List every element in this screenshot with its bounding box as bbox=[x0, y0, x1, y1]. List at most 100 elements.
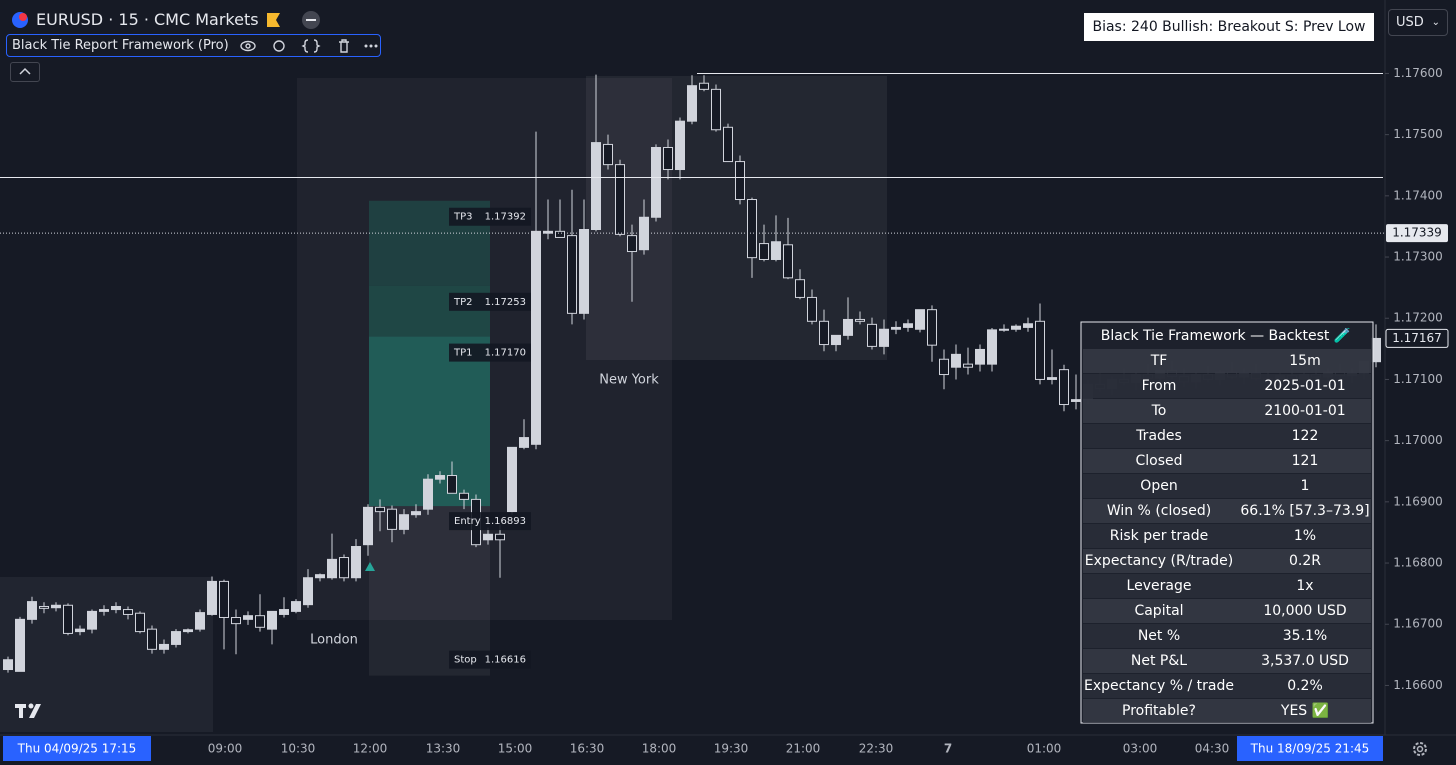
row-label: Trades bbox=[1135, 428, 1182, 444]
more-icon[interactable] bbox=[364, 44, 378, 48]
level-name: TP2 bbox=[453, 297, 473, 308]
candle-body bbox=[939, 358, 949, 376]
candle-body bbox=[927, 309, 937, 346]
y-tick-label: 1.17200 bbox=[1393, 311, 1443, 325]
candle-body bbox=[735, 161, 745, 201]
row-value: 0.2R bbox=[1289, 553, 1321, 569]
candle-body bbox=[255, 615, 265, 628]
candle-body bbox=[15, 618, 25, 672]
eye-icon[interactable] bbox=[240, 40, 256, 52]
candle-body bbox=[207, 580, 217, 615]
x-tick-label: 16:30 bbox=[570, 742, 605, 756]
level-name: Entry bbox=[454, 516, 481, 527]
candle-body bbox=[27, 601, 37, 620]
candle-body bbox=[915, 309, 925, 330]
level-price: 1.17392 bbox=[485, 212, 526, 223]
symbol-title: EURUSD · 15 · CMC Markets bbox=[36, 10, 259, 29]
range-start-box bbox=[3, 736, 151, 761]
level-price: 1.17170 bbox=[485, 348, 526, 359]
candle-body bbox=[51, 604, 61, 609]
y-tick-label: 1.17300 bbox=[1393, 250, 1443, 264]
candle-body bbox=[291, 601, 301, 612]
table-row bbox=[1083, 699, 1371, 723]
code-icon[interactable] bbox=[301, 39, 321, 53]
candle-body bbox=[483, 533, 493, 541]
row-label: From bbox=[1142, 378, 1177, 394]
candle-body bbox=[579, 229, 589, 314]
gear-icon[interactable] bbox=[273, 40, 285, 52]
table-row bbox=[1083, 599, 1371, 623]
candle-body bbox=[855, 318, 865, 322]
candle-body bbox=[903, 323, 913, 328]
minus-icon bbox=[306, 19, 316, 21]
candle-body bbox=[567, 235, 577, 314]
candle-body bbox=[1047, 377, 1057, 380]
candle-body bbox=[831, 334, 841, 346]
y-tick-label: 1.17500 bbox=[1393, 127, 1443, 141]
row-label: Leverage bbox=[1127, 578, 1192, 594]
table-row bbox=[1083, 424, 1371, 448]
candle-body bbox=[399, 514, 409, 530]
candle-body bbox=[267, 610, 277, 630]
settings-button[interactable] bbox=[1413, 742, 1427, 756]
table-row bbox=[1083, 624, 1371, 648]
candle-body bbox=[99, 609, 109, 612]
candle-body bbox=[351, 546, 361, 579]
candle-body bbox=[555, 230, 565, 238]
currency-select[interactable]: USD ⌄ bbox=[1388, 9, 1448, 36]
session-label: New York bbox=[599, 373, 659, 388]
flag-icon[interactable] bbox=[267, 13, 280, 27]
y-tick-label: 1.16900 bbox=[1393, 494, 1443, 508]
row-value: 66.1% [57.3–73.9] bbox=[1240, 503, 1369, 519]
bias-box: Bias: 240 Bullish: Breakout S: Prev Low bbox=[1084, 13, 1374, 41]
y-tick-label: 1.17000 bbox=[1393, 433, 1443, 447]
candle-body bbox=[603, 143, 613, 166]
table-row bbox=[1083, 349, 1371, 373]
backtest-table: Black Tie Framework — Backtest 🧪 TF 15m Fro… bbox=[1080, 321, 1374, 724]
candle-body bbox=[1023, 323, 1033, 328]
candle-body bbox=[771, 241, 781, 260]
chevron bbox=[19, 67, 31, 75]
dropdown-caret: ⌄ bbox=[1431, 17, 1440, 28]
x-tick-label: 22:30 bbox=[859, 742, 894, 756]
candle-body bbox=[639, 216, 649, 251]
table-row bbox=[1083, 574, 1371, 598]
current-price-label: 1.17339 bbox=[1392, 226, 1442, 240]
candle-body bbox=[411, 511, 421, 516]
candle-body bbox=[807, 296, 817, 322]
candle-body bbox=[183, 629, 193, 633]
y-tick-label: 1.17600 bbox=[1393, 66, 1443, 80]
candle-body bbox=[759, 243, 769, 260]
candle-body bbox=[747, 199, 757, 259]
indicator-legend[interactable]: Black Tie Report Framework (Pro) bbox=[6, 34, 381, 57]
session-box bbox=[586, 76, 887, 360]
table-row bbox=[1083, 474, 1371, 498]
table-row bbox=[1083, 649, 1371, 673]
delete-icon[interactable] bbox=[339, 39, 349, 53]
candle-body bbox=[303, 577, 313, 606]
level-tag bbox=[449, 292, 531, 311]
x-tick-label: 01:00 bbox=[1027, 742, 1062, 756]
candle-body bbox=[1071, 399, 1081, 402]
candle-body bbox=[531, 230, 541, 445]
row-value: 10,000 USD bbox=[1263, 603, 1346, 619]
logo bbox=[15, 703, 41, 718]
collapse-button[interactable] bbox=[10, 62, 40, 82]
candle-body bbox=[147, 628, 157, 650]
candle-body bbox=[111, 605, 121, 611]
candle-body bbox=[375, 506, 385, 513]
level-tag bbox=[449, 343, 531, 362]
row-value: 122 bbox=[1292, 428, 1319, 444]
level-name: TP1 bbox=[453, 348, 473, 359]
indicator-actions bbox=[240, 39, 378, 53]
level-tag bbox=[449, 512, 531, 531]
candle-body bbox=[867, 323, 877, 347]
row-label: Capital bbox=[1134, 603, 1183, 619]
x-tick-label: 21:00 bbox=[786, 742, 821, 756]
row-value: 1x bbox=[1296, 578, 1313, 594]
candle-body bbox=[723, 126, 733, 163]
x-tick-label: 15:00 bbox=[498, 742, 533, 756]
level-tag bbox=[449, 207, 531, 226]
